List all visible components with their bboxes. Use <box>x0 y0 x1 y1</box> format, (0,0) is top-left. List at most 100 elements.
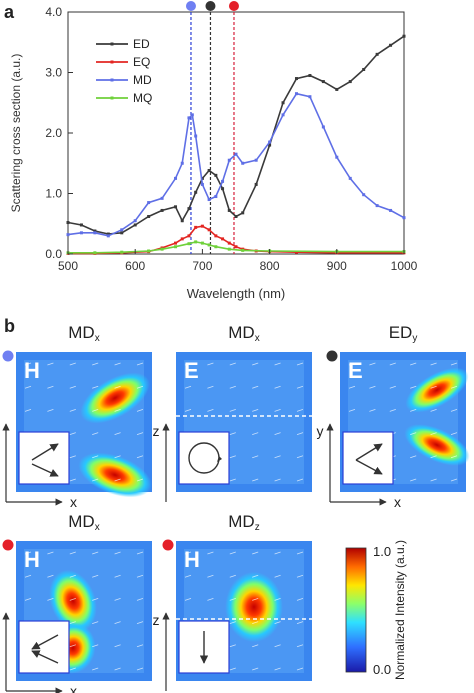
resonance-dot <box>162 539 174 551</box>
data-point-md <box>207 198 211 202</box>
field-vector <box>430 432 437 435</box>
field-vector <box>114 644 121 648</box>
data-point-md <box>93 231 97 235</box>
field-vector <box>92 478 99 482</box>
legend-label-md: MD <box>133 73 152 87</box>
x-axis-label: Wavelength (nm) <box>187 286 286 301</box>
field-vector <box>274 409 281 412</box>
data-point-eq <box>227 241 231 245</box>
data-point-ed <box>66 221 70 225</box>
data-point-md <box>375 204 379 208</box>
field-letter: H <box>24 358 40 383</box>
data-point-ed <box>389 43 393 47</box>
field-vector <box>274 598 281 601</box>
field-vector <box>69 667 76 671</box>
data-point-ed <box>294 77 298 81</box>
field-vector <box>47 409 54 412</box>
field-vector <box>69 644 76 648</box>
x-tick-label: 800 <box>260 259 280 273</box>
data-point-mq <box>214 245 218 249</box>
field-vector <box>136 478 144 482</box>
data-point-md <box>187 116 191 120</box>
field-vector <box>136 621 144 624</box>
legend-marker-mq <box>110 96 114 100</box>
data-point-ed <box>402 34 406 38</box>
field-vector <box>389 409 396 412</box>
field-vector <box>136 598 144 601</box>
field-vector <box>252 598 259 601</box>
field-vector <box>92 432 99 435</box>
field-vector <box>69 409 76 412</box>
panel-label-b: b <box>4 316 15 336</box>
field-vector <box>24 362 32 366</box>
field-vector <box>114 362 121 366</box>
field-hotspot <box>405 367 469 413</box>
field-vector <box>410 478 417 482</box>
data-point-ed <box>79 223 83 227</box>
resonance-dot <box>326 350 338 362</box>
field-vector <box>24 385 32 389</box>
data-point-md <box>133 219 137 223</box>
field-vector <box>252 644 259 648</box>
map-title-subscript: x <box>255 333 260 344</box>
field-vector <box>252 478 259 482</box>
data-point-mq <box>120 250 124 254</box>
series-layer <box>66 34 406 255</box>
data-point-md <box>180 161 184 165</box>
field-vector <box>450 409 458 412</box>
field-vector <box>47 362 54 366</box>
field-vector <box>389 362 396 366</box>
data-point-md <box>254 158 258 162</box>
field-vector <box>389 385 396 389</box>
data-point-ed <box>227 208 231 212</box>
data-point-md <box>194 134 198 138</box>
field-vector <box>24 598 32 601</box>
field-hotspot <box>225 571 283 643</box>
field-vector <box>229 385 236 389</box>
axis-vertical-label: z <box>153 423 160 439</box>
data-point-md <box>120 228 124 232</box>
field-vector <box>450 385 458 389</box>
series-line-md <box>67 92 405 237</box>
field-vector <box>274 478 281 482</box>
field-vector <box>430 385 437 389</box>
inset-arrow <box>31 650 59 664</box>
data-point-md <box>308 95 312 99</box>
map-title: MDx <box>68 512 99 533</box>
data-point-md <box>214 195 218 199</box>
data-point-mq <box>227 247 231 251</box>
field-vector <box>136 574 144 578</box>
field-vector <box>69 455 76 459</box>
inset-arrow <box>31 443 59 461</box>
field-vector <box>296 362 304 366</box>
map-title: MDx <box>228 323 259 344</box>
data-point-mq <box>187 242 191 246</box>
y-axis-label: Scattering cross section (a.u.) <box>9 54 23 213</box>
field-map-2: MDx Ez <box>153 323 312 502</box>
field-vector <box>430 478 437 482</box>
colorbar-min-label: 0.0 <box>373 662 391 677</box>
data-point-ed <box>133 223 137 227</box>
field-vector <box>296 667 304 671</box>
data-point-ed <box>234 214 238 218</box>
field-vector <box>274 621 281 624</box>
field-vector <box>229 667 236 671</box>
field-vector <box>430 455 437 459</box>
data-point-ed <box>180 219 184 223</box>
scattering-spectrum-chart: 500 600 700 800 900 1000 0.0 1.0 2.0 3.0 4.0 ED EQ… <box>9 1 418 301</box>
field-vector <box>207 385 214 389</box>
field-maps: MDxHyxMDxEzEDyEyxMDxHyxMDzHz1.00.0Normal… <box>2 323 470 693</box>
field-vector <box>252 621 259 624</box>
field-vector <box>184 385 192 389</box>
field-map-4: MDxHyx <box>2 512 152 693</box>
inset-arrow <box>355 443 383 461</box>
map-title: MDz <box>228 512 259 533</box>
map-title-subscript: x <box>95 333 100 344</box>
axis-horizontal-label: x <box>70 494 77 510</box>
field-vector <box>92 667 99 671</box>
y-tick-label: 2.0 <box>45 126 62 140</box>
data-point-md <box>147 201 151 205</box>
data-point-ed <box>200 176 204 180</box>
y-tick-label: 1.0 <box>45 187 62 201</box>
field-vector <box>229 478 236 482</box>
